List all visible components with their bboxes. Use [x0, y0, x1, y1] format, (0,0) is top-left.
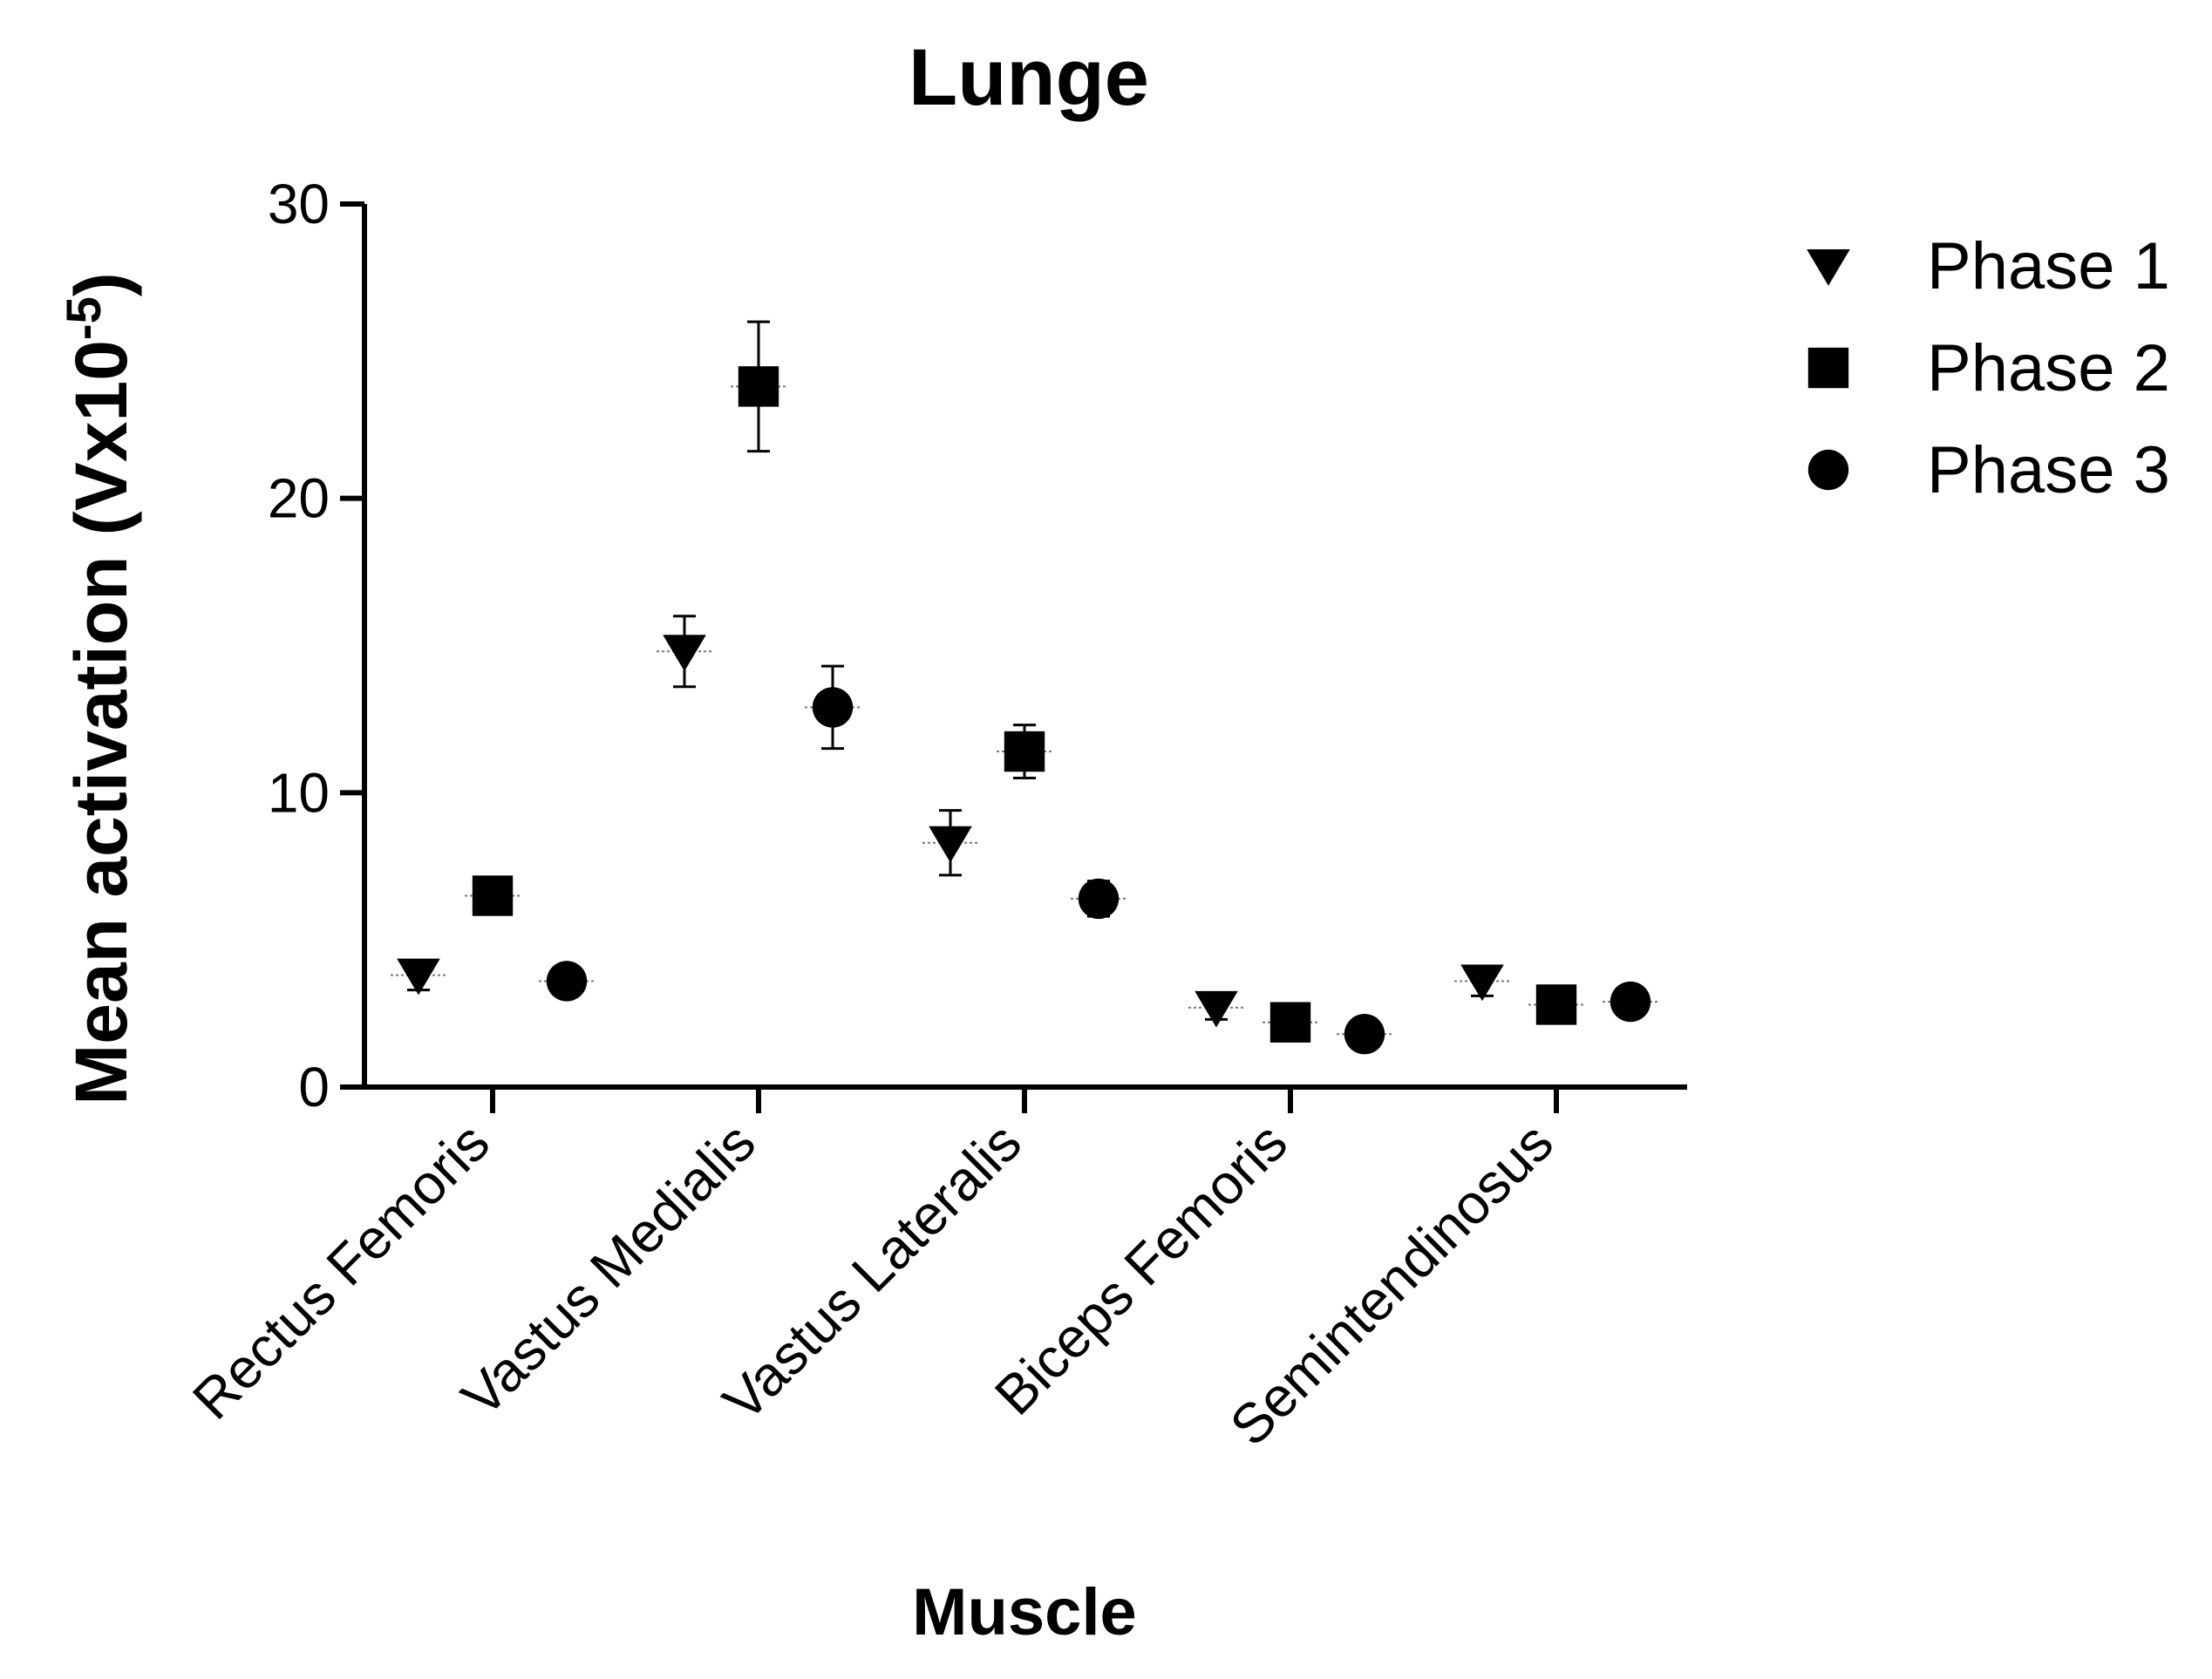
marker-triangle-down [929, 826, 972, 863]
marker-circle [1344, 1014, 1385, 1055]
marker-triangle-down [1460, 964, 1504, 1002]
data-points [391, 320, 1658, 1055]
y-tick-label: 10 [268, 761, 330, 824]
legend-label: Phase 1 [1927, 229, 2170, 303]
y-ticks: 0 10 20 30 [268, 173, 364, 1118]
marker-circle [1078, 878, 1120, 920]
marker-circle [1610, 981, 1651, 1023]
marker-circle [812, 687, 854, 728]
legend-marker-square [1807, 347, 1849, 389]
legend-label: Phase 2 [1927, 331, 2170, 405]
marker-square [1004, 731, 1045, 772]
marker-square [738, 366, 779, 407]
y-axis-label-close: ) [60, 272, 142, 296]
y-tick-label: 0 [298, 1056, 330, 1118]
marker-square [1535, 984, 1577, 1025]
marker-triangle-down [663, 635, 706, 672]
legend-marker-circle [1807, 449, 1849, 491]
marker-square [1269, 1002, 1311, 1043]
marker-triangle-down [397, 958, 440, 996]
y-axis-label: Mean activation (Vx10-5) [56, 272, 142, 1105]
legend-label: Phase 3 [1927, 433, 2170, 507]
legend: Phase 1 Phase 2 Phase 3 [1807, 229, 2170, 507]
y-tick-label: 20 [268, 467, 330, 530]
chart-title: Lunge [909, 33, 1149, 122]
y-axis-label-superscript: -5 [56, 296, 111, 340]
marker-square [472, 875, 514, 916]
x-axis-label: Muscle [912, 1575, 1137, 1649]
marker-triangle-down [1194, 990, 1238, 1028]
y-axis-label-main: Mean activation (Vx10 [60, 340, 142, 1105]
legend-marker-triangle-down [1807, 249, 1850, 286]
y-tick-label: 30 [268, 173, 330, 235]
marker-circle [546, 961, 588, 1002]
